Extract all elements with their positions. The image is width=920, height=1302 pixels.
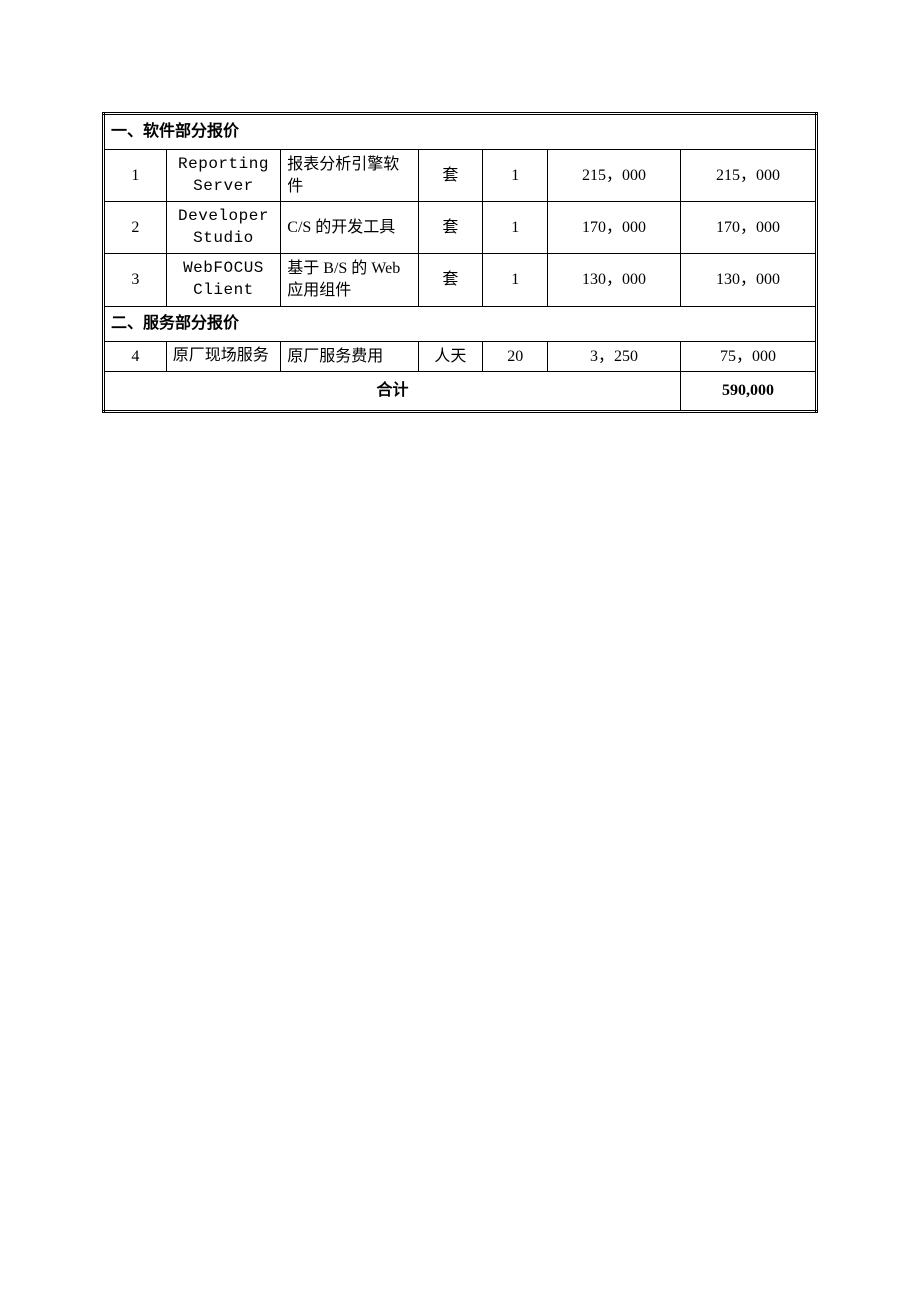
cell-description: 报表分析引擎软件: [281, 150, 418, 202]
cell-unit: 人天: [418, 341, 483, 372]
cell-name: WebFOCUS Client: [166, 254, 281, 306]
cell-name: Developer Studio: [166, 202, 281, 254]
cell-unit: 套: [418, 254, 483, 306]
table-row: 1 Reporting Server 报表分析引擎软件 套 1 215，000 …: [104, 150, 817, 202]
summary-value: 590,000: [680, 372, 816, 412]
cell-line-total: 170，000: [680, 202, 816, 254]
cell-quantity: 1: [483, 150, 548, 202]
section-header-label: 一、软件部分报价: [104, 114, 817, 150]
cell-name: Reporting Server: [166, 150, 281, 202]
cell-description: C/S 的开发工具: [281, 202, 418, 254]
cell-line-total: 75，000: [680, 341, 816, 372]
cell-line-total: 130，000: [680, 254, 816, 306]
cell-description: 基于 B/S 的 Web 应用组件: [281, 254, 418, 306]
cell-quantity: 1: [483, 254, 548, 306]
cell-line-total: 215，000: [680, 150, 816, 202]
cell-index: 2: [104, 202, 167, 254]
cell-unit-price: 170，000: [548, 202, 681, 254]
cell-index: 3: [104, 254, 167, 306]
section-header-software: 一、软件部分报价: [104, 114, 817, 150]
cell-unit-price: 215，000: [548, 150, 681, 202]
cell-unit-price: 3，250: [548, 341, 681, 372]
quotation-table: 一、软件部分报价 1 Reporting Server 报表分析引擎软件 套 1…: [102, 112, 818, 413]
table-row: 2 Developer Studio C/S 的开发工具 套 1 170，000…: [104, 202, 817, 254]
cell-unit-price: 130，000: [548, 254, 681, 306]
cell-index: 4: [104, 341, 167, 372]
summary-label: 合计: [104, 372, 681, 412]
section-header-service: 二、服务部分报价: [104, 306, 817, 341]
cell-index: 1: [104, 150, 167, 202]
summary-row: 合计 590,000: [104, 372, 817, 412]
table-row: 3 WebFOCUS Client 基于 B/S 的 Web 应用组件 套 1 …: [104, 254, 817, 306]
section-header-label: 二、服务部分报价: [104, 306, 817, 341]
cell-quantity: 1: [483, 202, 548, 254]
cell-quantity: 20: [483, 341, 548, 372]
cell-unit: 套: [418, 202, 483, 254]
cell-unit: 套: [418, 150, 483, 202]
cell-name: 原厂现场服务: [166, 341, 281, 372]
cell-description: 原厂服务费用: [281, 341, 418, 372]
table-row: 4 原厂现场服务 原厂服务费用 人天 20 3，250 75，000: [104, 341, 817, 372]
